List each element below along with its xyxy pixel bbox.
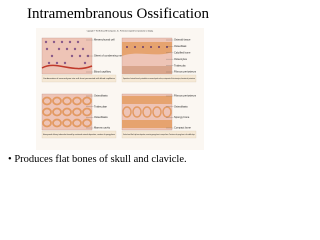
cell — [45, 47, 49, 51]
caption-box — [121, 74, 197, 83]
caption-box — [41, 74, 117, 83]
cell — [83, 61, 87, 65]
spongy-bone — [122, 106, 132, 118]
trabecula — [62, 118, 72, 128]
cell — [68, 40, 72, 44]
trabecula — [72, 107, 82, 117]
trabecula — [52, 96, 62, 106]
figure-label: Mesenchymal cell — [94, 38, 115, 42]
cell — [57, 47, 61, 51]
figure-label: Sheet of condensing mesenchyme — [94, 54, 134, 58]
figure-label: Calcified bone — [174, 50, 191, 54]
spongy-bone — [142, 106, 152, 118]
trabecula — [52, 107, 62, 117]
trabecula — [72, 118, 82, 128]
capillary — [41, 64, 93, 70]
trabecula — [42, 107, 52, 117]
caption: Condensation of mesenchyme into soft she… — [43, 77, 115, 80]
osteocyte — [134, 46, 136, 48]
figure-label: Fibrous periosteum — [174, 70, 196, 74]
figure-label: Osteoid tissue — [174, 38, 191, 42]
periosteum — [122, 66, 172, 74]
caption: Honeycomb of bony trabeculae formed by c… — [43, 133, 115, 136]
caption-box — [121, 130, 197, 139]
caption: Deposition of osteoid tissue by osteobla… — [123, 77, 195, 80]
figure-label: Osteoblasts — [94, 94, 108, 98]
slide: Intramembranous Ossification Copyright ©… — [8, 6, 210, 165]
compact-bone — [122, 96, 172, 104]
trabecula — [62, 96, 72, 106]
cell — [63, 61, 67, 65]
trabecula — [62, 107, 72, 117]
cell — [65, 47, 69, 51]
caption-box — [41, 130, 117, 139]
figure-label: Fibrous periosteum — [174, 94, 196, 98]
bullet-text: Produces flat bones of skull and clavicl… — [14, 154, 187, 165]
slide-title: Intramembranous Ossification — [26, 6, 210, 22]
spongy-bone — [162, 106, 172, 118]
cell — [52, 40, 56, 44]
cell — [81, 47, 85, 51]
cell — [44, 40, 48, 44]
trabecula — [82, 118, 92, 128]
cell — [73, 47, 77, 51]
cell — [50, 54, 54, 58]
figure-label: Osteoblast — [174, 44, 187, 48]
bullet: • Produces flat bones of skull and clavi… — [8, 154, 187, 165]
bone — [122, 42, 172, 56]
osteocyte — [126, 46, 128, 48]
trabecula — [82, 96, 92, 106]
cell — [60, 40, 64, 44]
spongy-bone — [132, 106, 142, 118]
cell — [47, 61, 51, 65]
trabecula — [42, 118, 52, 128]
figure-label: Osteoblasts — [174, 104, 188, 108]
osteocyte — [158, 46, 160, 48]
cell — [78, 54, 82, 58]
cell — [76, 40, 80, 44]
figure: Copyright © The McGraw-Hill Companies, I… — [36, 28, 204, 150]
copyright: Copyright © The McGraw-Hill Companies, I… — [87, 29, 154, 32]
osteocyte — [142, 46, 144, 48]
figure-label: Blood capillary — [94, 70, 112, 74]
compact-bone — [122, 120, 172, 128]
figure-label: Marrow cavity — [94, 126, 111, 130]
spongy-bone — [152, 106, 162, 118]
trabecula — [52, 118, 62, 128]
caption: Surface bone filled in by bone depositio… — [123, 133, 195, 136]
cell — [55, 61, 59, 65]
figure-label: Spongy bone — [174, 115, 190, 119]
trabecula — [82, 107, 92, 117]
trabecula — [42, 96, 52, 106]
figure-label: Osteocytes — [174, 57, 188, 61]
figure-label: Compact bone — [174, 126, 191, 130]
figure-label: Trabecula — [174, 63, 186, 67]
figure-label: Trabeculae — [94, 104, 107, 108]
panel-image — [41, 93, 93, 131]
figure-label: Osteoblasts — [94, 115, 108, 119]
osteocyte — [150, 46, 152, 48]
cell — [70, 54, 74, 58]
trabecula — [72, 96, 82, 106]
